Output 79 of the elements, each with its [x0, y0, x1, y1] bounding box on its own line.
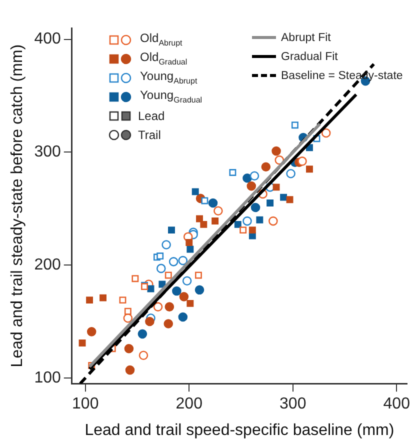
point	[164, 272, 172, 279]
point	[321, 128, 331, 138]
point	[156, 252, 164, 260]
x-tick-label: 100	[72, 396, 99, 413]
point	[240, 226, 247, 234]
point	[272, 146, 281, 156]
point	[164, 319, 174, 328]
point	[119, 296, 126, 304]
y-tick-label: 300	[34, 144, 61, 161]
point	[208, 198, 218, 208]
point	[192, 188, 199, 196]
point	[291, 122, 298, 129]
point	[178, 312, 188, 322]
point	[201, 197, 208, 204]
point	[168, 257, 178, 266]
point	[124, 308, 132, 315]
point	[272, 184, 280, 191]
point	[145, 316, 154, 326]
point	[194, 285, 204, 295]
annotation: Trail	[138, 128, 161, 142]
point	[100, 294, 106, 302]
point	[266, 200, 274, 206]
legend-label: Old$_{Gradual}$	[140, 50, 188, 67]
y-tick-label: 100	[34, 369, 61, 386]
point	[172, 286, 182, 296]
x-tick-label: 300	[280, 396, 306, 413]
legend-label: Young$_{Gradual}$	[140, 88, 202, 105]
legend-label: Old$_{Abrupt}$	[140, 31, 182, 48]
point	[214, 206, 223, 216]
point	[147, 285, 154, 292]
point	[212, 218, 219, 225]
point	[256, 216, 264, 224]
y-axis-title: Lead and trail steady-state before catch (mm)	[9, 44, 26, 368]
point	[242, 173, 252, 183]
point	[186, 300, 194, 307]
point	[248, 226, 256, 234]
x-axis-title: Lead and trail speed-specific baseline (mm)	[84, 422, 394, 439]
point	[234, 220, 242, 228]
y-tick-label: 200	[34, 256, 61, 274]
point	[250, 202, 260, 212]
point	[178, 256, 188, 266]
point	[164, 302, 174, 312]
point	[229, 169, 236, 176]
point	[196, 215, 203, 222]
point	[162, 240, 171, 250]
point	[186, 239, 193, 246]
point	[125, 365, 135, 375]
point	[186, 246, 194, 253]
point	[306, 166, 313, 173]
point	[246, 181, 256, 191]
point	[268, 216, 278, 226]
point	[156, 264, 166, 274]
legend-label: Gradual Fit	[281, 50, 338, 62]
point	[242, 216, 252, 226]
point	[179, 292, 189, 302]
point	[138, 329, 148, 339]
point	[286, 168, 296, 178]
point	[182, 276, 192, 286]
x-tick-label: 400	[383, 396, 410, 413]
y-tick-label: 400	[34, 30, 61, 48]
point	[124, 344, 134, 354]
point	[168, 226, 175, 234]
point	[261, 162, 271, 172]
point	[286, 196, 294, 204]
legend-label: Young$_{Abrupt}$	[140, 69, 198, 86]
point	[78, 339, 86, 346]
point	[138, 350, 148, 360]
point	[86, 296, 94, 304]
point	[132, 275, 139, 282]
point	[200, 220, 208, 228]
x-tick-label: 200	[176, 396, 203, 413]
point	[194, 272, 202, 279]
annotation: Lead	[138, 108, 165, 122]
legend-label: Abrupt Fit	[281, 32, 331, 44]
point	[86, 327, 96, 336]
point	[250, 171, 260, 181]
point	[298, 156, 307, 166]
point	[280, 194, 288, 201]
point	[153, 302, 163, 312]
